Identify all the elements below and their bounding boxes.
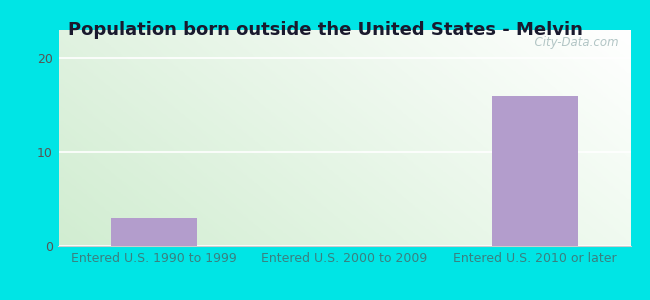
Bar — [492, 96, 578, 246]
Text: Population born outside the United States - Melvin: Population born outside the United State… — [68, 21, 582, 39]
Text: City-Data.com: City-Data.com — [527, 37, 619, 50]
Bar — [111, 218, 197, 246]
